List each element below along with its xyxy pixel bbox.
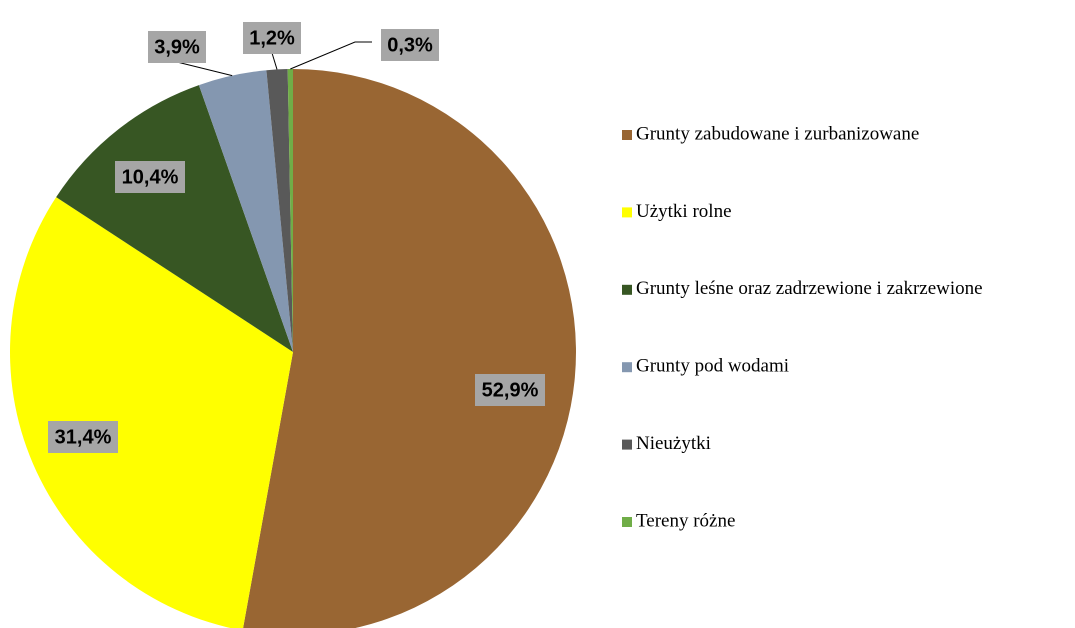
pie-slice — [198, 70, 293, 353]
pie-slice — [287, 69, 293, 352]
data-label: 10,4% — [122, 166, 179, 188]
legend-swatch — [622, 284, 632, 295]
pie-slice — [266, 69, 293, 352]
pie-slice — [10, 197, 293, 628]
label-box — [115, 161, 185, 193]
data-label: 0,3% — [387, 34, 433, 56]
legend-label: Tereny różne — [636, 510, 735, 531]
legend-swatch — [622, 362, 632, 373]
data-label: 52,9% — [482, 379, 539, 401]
legend-label: Nieużytki — [636, 433, 711, 454]
leader-line — [271, 52, 278, 70]
data-label: 1,2% — [249, 27, 295, 49]
legend-swatch — [622, 517, 632, 527]
label-box — [475, 374, 545, 406]
legend-label: Grunty pod wodami — [636, 356, 789, 377]
legend-label: Grunty leśne oraz zadrzewione i zakrzewi… — [636, 278, 983, 299]
legend-swatch — [622, 207, 632, 218]
legend-swatch — [622, 439, 632, 450]
legend-swatch — [622, 130, 632, 140]
label-box — [148, 31, 206, 63]
data-label: 31,4% — [55, 426, 112, 448]
label-box — [48, 421, 118, 453]
label-box — [381, 29, 439, 61]
label-box — [243, 22, 301, 54]
legend-label: Grunty zabudowane i zurbanizowane — [636, 123, 919, 144]
data-label: 3,9% — [154, 36, 200, 58]
leader-line — [290, 41, 372, 70]
leader-line — [176, 61, 233, 77]
legend-label: Użytki rolne — [636, 201, 732, 222]
pie-slice — [56, 85, 294, 352]
pie-slice — [243, 69, 576, 628]
